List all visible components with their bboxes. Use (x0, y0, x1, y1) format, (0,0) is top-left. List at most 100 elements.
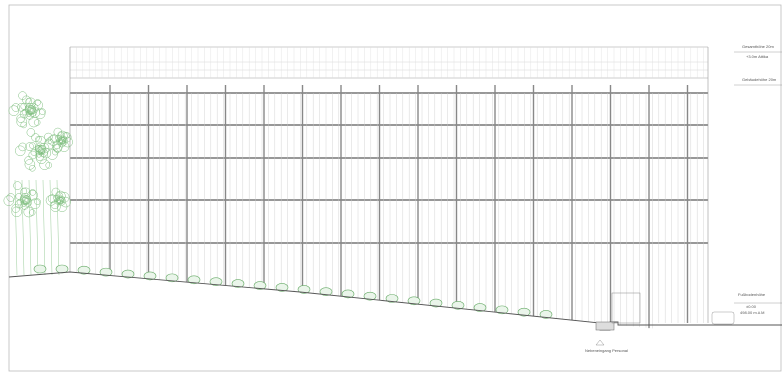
foliage (3, 195, 15, 206)
foliage (52, 141, 63, 152)
foliage (20, 187, 31, 199)
foliage (27, 189, 38, 201)
foliage (29, 165, 36, 172)
foliage (8, 105, 20, 116)
shrub (121, 269, 135, 279)
foliage (11, 103, 21, 112)
foliage (34, 198, 41, 205)
shrub (495, 305, 509, 315)
shrub (385, 294, 399, 303)
foliage (23, 198, 33, 207)
foliage (38, 142, 50, 154)
foliage (25, 142, 34, 151)
foliage (29, 142, 36, 149)
foliage (63, 132, 70, 140)
foliage (20, 192, 31, 204)
foliage (35, 150, 43, 158)
foliage (35, 135, 42, 143)
foliage (16, 116, 27, 128)
trunk (35, 179, 39, 276)
foliage (24, 159, 36, 170)
trunk (42, 179, 46, 276)
foliage (14, 199, 24, 209)
shrub (231, 279, 245, 288)
foliage (28, 209, 36, 216)
foliage (58, 135, 68, 145)
shrub (77, 265, 91, 275)
label: Nebeneingang Personal (585, 348, 628, 353)
shrub (407, 296, 421, 306)
shrub (429, 298, 443, 308)
trunk (28, 179, 32, 276)
foliage (13, 181, 22, 190)
entrance-door (611, 292, 641, 324)
shrub (363, 291, 377, 301)
foliage (26, 128, 36, 137)
foliage (52, 148, 59, 156)
shrub (473, 303, 487, 312)
foliage (22, 95, 31, 105)
foliage (36, 153, 47, 164)
label: Gesamthöhe 20m (742, 44, 774, 49)
foliage (56, 201, 68, 212)
foliage (56, 195, 66, 205)
foliage (29, 198, 41, 209)
shrub (319, 287, 333, 296)
foliage (32, 99, 43, 111)
foliage (19, 109, 29, 119)
vegetation (3, 91, 553, 319)
label: +3.0m Attika (746, 54, 769, 59)
trunk (21, 179, 25, 276)
foliage (14, 145, 26, 157)
foliage (36, 146, 44, 154)
foliage (20, 201, 29, 210)
foliage (58, 131, 65, 139)
foliage (20, 121, 27, 129)
foliage (18, 142, 27, 152)
foliage (31, 133, 40, 142)
shrub (143, 271, 157, 281)
foliage (17, 103, 26, 112)
foliage (47, 149, 58, 160)
shrub (341, 289, 355, 299)
foliage (44, 132, 53, 142)
foliage (20, 187, 28, 195)
foliage (28, 150, 38, 160)
shrub (33, 264, 47, 274)
foliage (25, 97, 36, 109)
foliage (29, 189, 36, 196)
foundation (595, 321, 615, 331)
label: Gebäudehöhe 20m (742, 77, 777, 82)
foliage (57, 138, 67, 148)
foliage (23, 206, 35, 218)
car (711, 311, 735, 325)
trunk (56, 179, 60, 276)
trunk (14, 179, 18, 276)
foliage (44, 138, 55, 150)
foliage (28, 103, 39, 114)
foliage (34, 99, 41, 106)
foliage (56, 191, 63, 199)
shrub (297, 285, 311, 294)
foliage (45, 162, 52, 169)
shrub (187, 275, 201, 285)
foliage (33, 119, 41, 126)
shrub (539, 310, 553, 319)
foliage (34, 108, 46, 119)
foliage (29, 107, 41, 118)
shrub (451, 301, 465, 310)
foliage (25, 97, 33, 105)
label: 498.00 m.ü.M (740, 310, 764, 315)
shrub (517, 307, 531, 317)
foliage (47, 135, 59, 146)
foliage (53, 144, 62, 153)
foliage (11, 206, 22, 218)
shrub (55, 264, 69, 274)
building (69, 46, 709, 329)
trunk (49, 179, 53, 276)
shrub (165, 273, 179, 283)
foliage (28, 116, 40, 128)
foliage (6, 193, 16, 202)
label: ±0.00 (746, 304, 757, 309)
foliage (16, 114, 25, 123)
